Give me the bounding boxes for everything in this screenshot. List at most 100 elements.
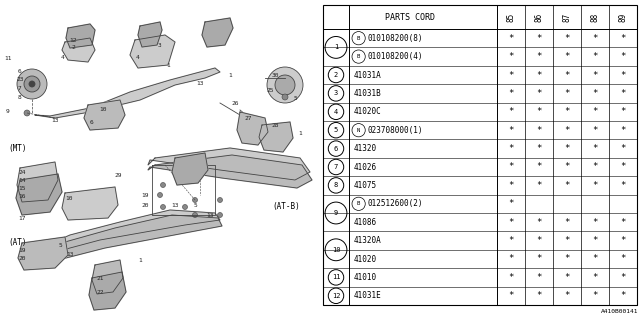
Polygon shape xyxy=(35,68,220,118)
Text: 9: 9 xyxy=(334,210,338,216)
Text: N: N xyxy=(357,128,360,133)
Text: 4: 4 xyxy=(136,54,140,60)
Text: 11: 11 xyxy=(332,274,340,280)
Text: 21: 21 xyxy=(96,276,104,281)
Text: (MT): (MT) xyxy=(8,143,26,153)
Text: *: * xyxy=(620,144,626,153)
Text: 22: 22 xyxy=(96,291,104,295)
Text: *: * xyxy=(536,52,541,61)
Text: 24: 24 xyxy=(19,170,26,174)
Text: *: * xyxy=(564,144,570,153)
Circle shape xyxy=(24,76,40,92)
Text: *: * xyxy=(592,273,598,282)
Polygon shape xyxy=(202,18,233,47)
Text: 010108200(4): 010108200(4) xyxy=(367,52,423,61)
Text: 6: 6 xyxy=(18,68,22,74)
Text: 9: 9 xyxy=(6,108,10,114)
Circle shape xyxy=(193,212,198,218)
Circle shape xyxy=(282,94,288,100)
Circle shape xyxy=(275,75,295,95)
Text: *: * xyxy=(508,273,514,282)
Text: 7: 7 xyxy=(18,85,22,91)
Text: *: * xyxy=(620,254,626,263)
Polygon shape xyxy=(89,272,126,310)
Text: *: * xyxy=(620,126,626,135)
Text: *: * xyxy=(620,236,626,245)
Text: 8: 8 xyxy=(18,94,22,100)
Text: *: * xyxy=(536,291,541,300)
Text: 1: 1 xyxy=(298,131,302,135)
Text: *: * xyxy=(564,236,570,245)
Text: A410B00141: A410B00141 xyxy=(600,309,638,314)
Polygon shape xyxy=(148,155,312,188)
Text: *: * xyxy=(620,181,626,190)
Text: *: * xyxy=(564,126,570,135)
Text: 5: 5 xyxy=(193,203,197,207)
Text: 4: 4 xyxy=(61,54,65,60)
Text: B: B xyxy=(357,36,360,41)
Text: 41031B: 41031B xyxy=(354,89,381,98)
Text: 2: 2 xyxy=(71,44,75,50)
Text: 3: 3 xyxy=(158,43,162,47)
Text: *: * xyxy=(536,126,541,135)
Text: 89: 89 xyxy=(618,12,627,22)
Text: *: * xyxy=(536,89,541,98)
Text: *: * xyxy=(592,236,598,245)
Polygon shape xyxy=(92,260,123,294)
Text: *: * xyxy=(592,291,598,300)
Text: 13: 13 xyxy=(51,117,59,123)
Polygon shape xyxy=(172,153,208,185)
Circle shape xyxy=(161,182,166,188)
Polygon shape xyxy=(16,174,62,215)
Text: *: * xyxy=(564,254,570,263)
Circle shape xyxy=(218,197,223,203)
Text: *: * xyxy=(592,34,598,43)
Text: *: * xyxy=(508,254,514,263)
Text: *: * xyxy=(592,126,598,135)
Text: 41020C: 41020C xyxy=(354,107,381,116)
Text: *: * xyxy=(508,163,514,172)
Text: *: * xyxy=(508,181,514,190)
Circle shape xyxy=(24,110,30,116)
Text: *: * xyxy=(564,273,570,282)
Text: 5: 5 xyxy=(334,127,338,133)
Text: 25: 25 xyxy=(266,87,274,92)
Text: *: * xyxy=(564,163,570,172)
Text: 41026: 41026 xyxy=(354,163,377,172)
Text: 13: 13 xyxy=(196,81,204,85)
Text: 13: 13 xyxy=(172,203,179,207)
Text: *: * xyxy=(592,144,598,153)
Text: 20: 20 xyxy=(19,255,26,260)
Text: *: * xyxy=(620,107,626,116)
Text: 023708000(1): 023708000(1) xyxy=(367,126,423,135)
Text: *: * xyxy=(620,52,626,61)
Text: 1: 1 xyxy=(166,62,170,68)
Circle shape xyxy=(29,81,35,87)
Text: (AT-B): (AT-B) xyxy=(272,202,300,211)
Text: 5: 5 xyxy=(58,243,62,247)
Text: *: * xyxy=(508,70,514,79)
Text: *: * xyxy=(508,236,514,245)
Text: *: * xyxy=(564,70,570,79)
Text: *: * xyxy=(592,181,598,190)
Text: *: * xyxy=(508,52,514,61)
Text: 17: 17 xyxy=(19,215,26,220)
Text: *: * xyxy=(536,70,541,79)
Text: *: * xyxy=(508,34,514,43)
Text: 11: 11 xyxy=(4,55,12,60)
Text: PARTS CORD: PARTS CORD xyxy=(385,12,435,21)
Text: 6: 6 xyxy=(334,146,338,152)
Text: B: B xyxy=(357,201,360,206)
Text: 10: 10 xyxy=(65,196,73,201)
Text: 12: 12 xyxy=(69,37,77,43)
Text: 30: 30 xyxy=(271,73,279,77)
Text: *: * xyxy=(536,163,541,172)
Text: *: * xyxy=(592,107,598,116)
Text: 4: 4 xyxy=(334,109,338,115)
Text: 86: 86 xyxy=(534,12,543,22)
Text: *: * xyxy=(564,34,570,43)
Text: *: * xyxy=(620,89,626,98)
Polygon shape xyxy=(138,22,162,47)
Text: 41031E: 41031E xyxy=(354,291,381,300)
Text: 8: 8 xyxy=(334,182,338,188)
